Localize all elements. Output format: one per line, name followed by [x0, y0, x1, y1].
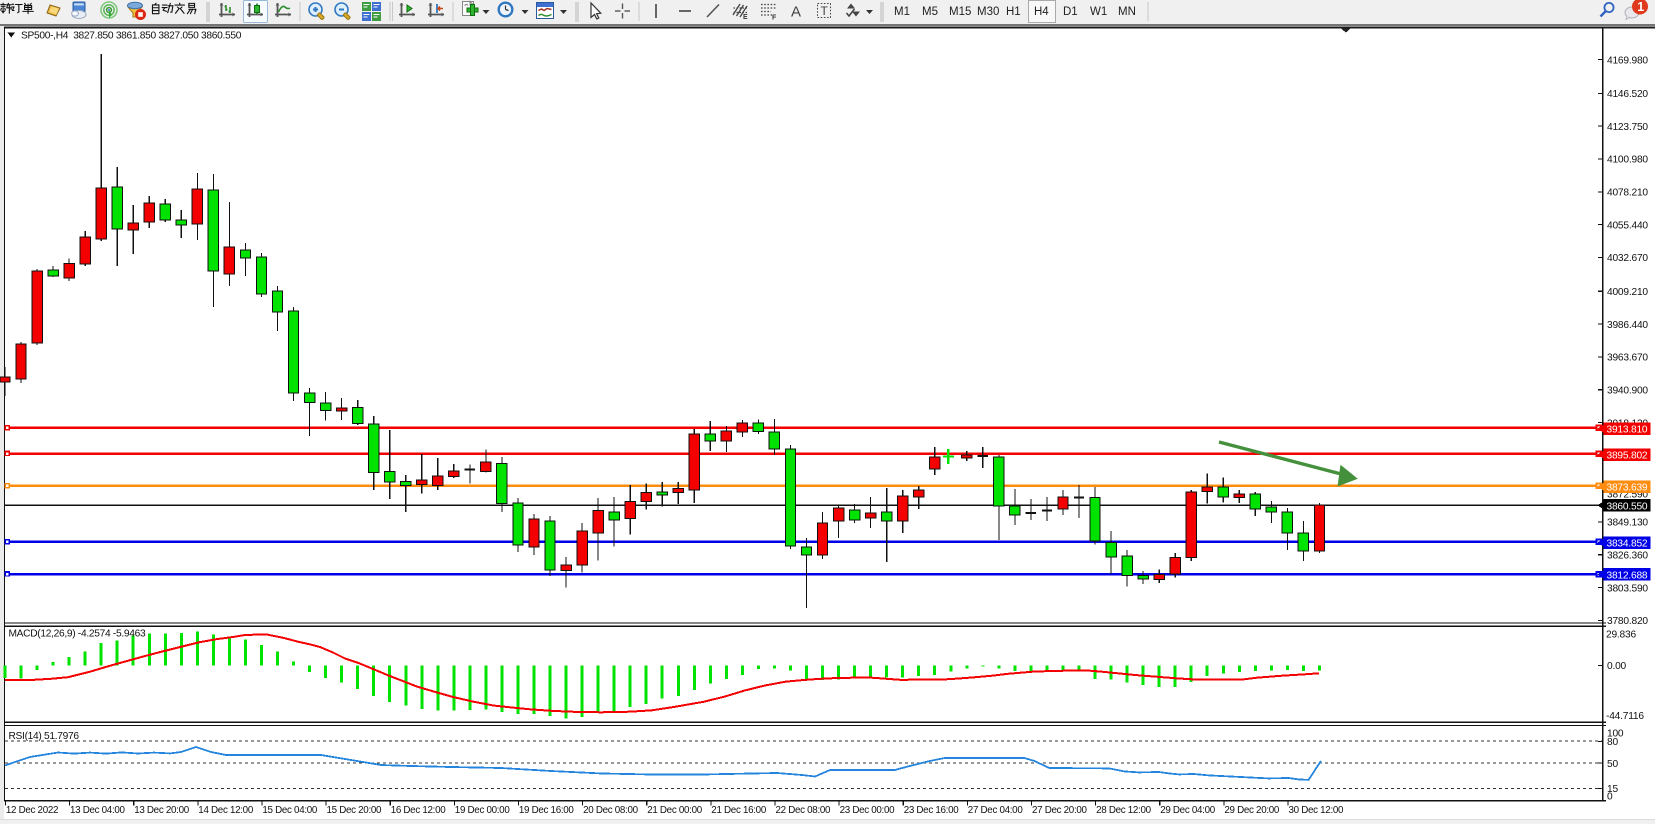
svg-text:M5: M5: [922, 6, 938, 18]
svg-text:16 Dec 12:00: 16 Dec 12:00: [391, 805, 447, 816]
svg-text:15: 15: [1607, 784, 1618, 795]
svg-text:E: E: [743, 14, 748, 21]
svg-text:-44.7116: -44.7116: [1606, 711, 1644, 722]
svg-text:4009.210: 4009.210: [1607, 287, 1648, 298]
svg-text:27 Dec 20:00: 27 Dec 20:00: [1032, 805, 1088, 816]
svg-text:22 Dec 08:00: 22 Dec 08:00: [776, 805, 832, 816]
svg-text:23 Dec 16:00: 23 Dec 16:00: [904, 805, 960, 816]
svg-text:100: 100: [1607, 728, 1624, 739]
svg-text:28 Dec 12:00: 28 Dec 12:00: [1096, 805, 1152, 816]
svg-text:4100.980: 4100.980: [1607, 155, 1648, 166]
svg-text:H4: H4: [1034, 6, 1049, 18]
svg-text:W1: W1: [1090, 6, 1107, 18]
svg-text:MN: MN: [1118, 6, 1136, 18]
svg-text:3834.852: 3834.852: [1607, 538, 1648, 549]
svg-text:19 Dec 00:00: 19 Dec 00:00: [455, 805, 511, 816]
svg-text:3826.360: 3826.360: [1607, 551, 1648, 562]
svg-text:12 Dec 2022: 12 Dec 2022: [6, 805, 58, 816]
svg-text:4078.210: 4078.210: [1607, 188, 1648, 199]
svg-text:23 Dec 00:00: 23 Dec 00:00: [840, 805, 896, 816]
svg-text:21 Dec 16:00: 21 Dec 16:00: [711, 805, 767, 816]
svg-text:13 Dec 04:00: 13 Dec 04:00: [70, 805, 126, 816]
svg-text:80: 80: [1607, 737, 1618, 748]
svg-text:29 Dec 04:00: 29 Dec 04:00: [1160, 805, 1216, 816]
svg-text:3780.820: 3780.820: [1607, 616, 1648, 627]
svg-text:A: A: [791, 4, 801, 21]
svg-text:3812.688: 3812.688: [1607, 570, 1648, 581]
svg-text:4169.980: 4169.980: [1607, 55, 1648, 66]
svg-text:30 Dec 12:00: 30 Dec 12:00: [1289, 805, 1345, 816]
svg-text:M30: M30: [977, 6, 999, 18]
svg-text:15 Dec 20:00: 15 Dec 20:00: [327, 805, 383, 816]
svg-text:3872.590: 3872.590: [1607, 489, 1648, 500]
svg-text:15 Dec 04:00: 15 Dec 04:00: [262, 805, 318, 816]
svg-text:H1: H1: [1006, 6, 1021, 18]
svg-text:M1: M1: [894, 6, 910, 18]
svg-text:D1: D1: [1063, 6, 1078, 18]
svg-text:0.00: 0.00: [1607, 661, 1627, 672]
svg-text:50: 50: [1607, 759, 1618, 770]
svg-text:3986.440: 3986.440: [1607, 320, 1648, 331]
svg-text:3940.900: 3940.900: [1607, 386, 1648, 397]
svg-text:MACD(12,26,9) -4.2574 -5.9463: MACD(12,26,9) -4.2574 -5.9463: [9, 629, 146, 640]
svg-text:3860.550: 3860.550: [1607, 501, 1648, 512]
svg-text:3849.130: 3849.130: [1607, 518, 1648, 529]
svg-text:3895.802: 3895.802: [1607, 451, 1648, 462]
svg-text:3873.639: 3873.639: [1607, 483, 1648, 494]
svg-text:27 Dec 04:00: 27 Dec 04:00: [968, 805, 1024, 816]
svg-text:3803.590: 3803.590: [1607, 583, 1648, 594]
svg-text:3963.670: 3963.670: [1607, 353, 1648, 364]
svg-text:T: T: [821, 4, 829, 18]
svg-text:4055.440: 4055.440: [1607, 220, 1648, 231]
svg-text:21 Dec 00:00: 21 Dec 00:00: [647, 805, 703, 816]
svg-text:29 Dec 20:00: 29 Dec 20:00: [1224, 805, 1280, 816]
svg-text:20 Dec 08:00: 20 Dec 08:00: [583, 805, 639, 816]
svg-text:F: F: [772, 15, 777, 22]
svg-text:RSI(14) 51.7976: RSI(14) 51.7976: [9, 731, 80, 742]
svg-text:SP500-,H4 3827.850 3861.850 3: SP500-,H4 3827.850 3861.850 3827.050 386…: [21, 30, 242, 41]
svg-text:1: 1: [1637, 0, 1644, 14]
svg-text:14 Dec 12:00: 14 Dec 12:00: [198, 805, 254, 816]
svg-text:29.836: 29.836: [1606, 630, 1636, 641]
svg-text:4146.520: 4146.520: [1607, 89, 1648, 100]
svg-text:19 Dec 16:00: 19 Dec 16:00: [519, 805, 575, 816]
svg-text:3913.810: 3913.810: [1607, 425, 1648, 436]
svg-text:0: 0: [1607, 792, 1613, 803]
svg-text:M15: M15: [949, 6, 971, 18]
svg-text:4032.670: 4032.670: [1607, 253, 1648, 264]
svg-text:13 Dec 20:00: 13 Dec 20:00: [134, 805, 190, 816]
svg-text:4123.750: 4123.750: [1607, 122, 1648, 133]
